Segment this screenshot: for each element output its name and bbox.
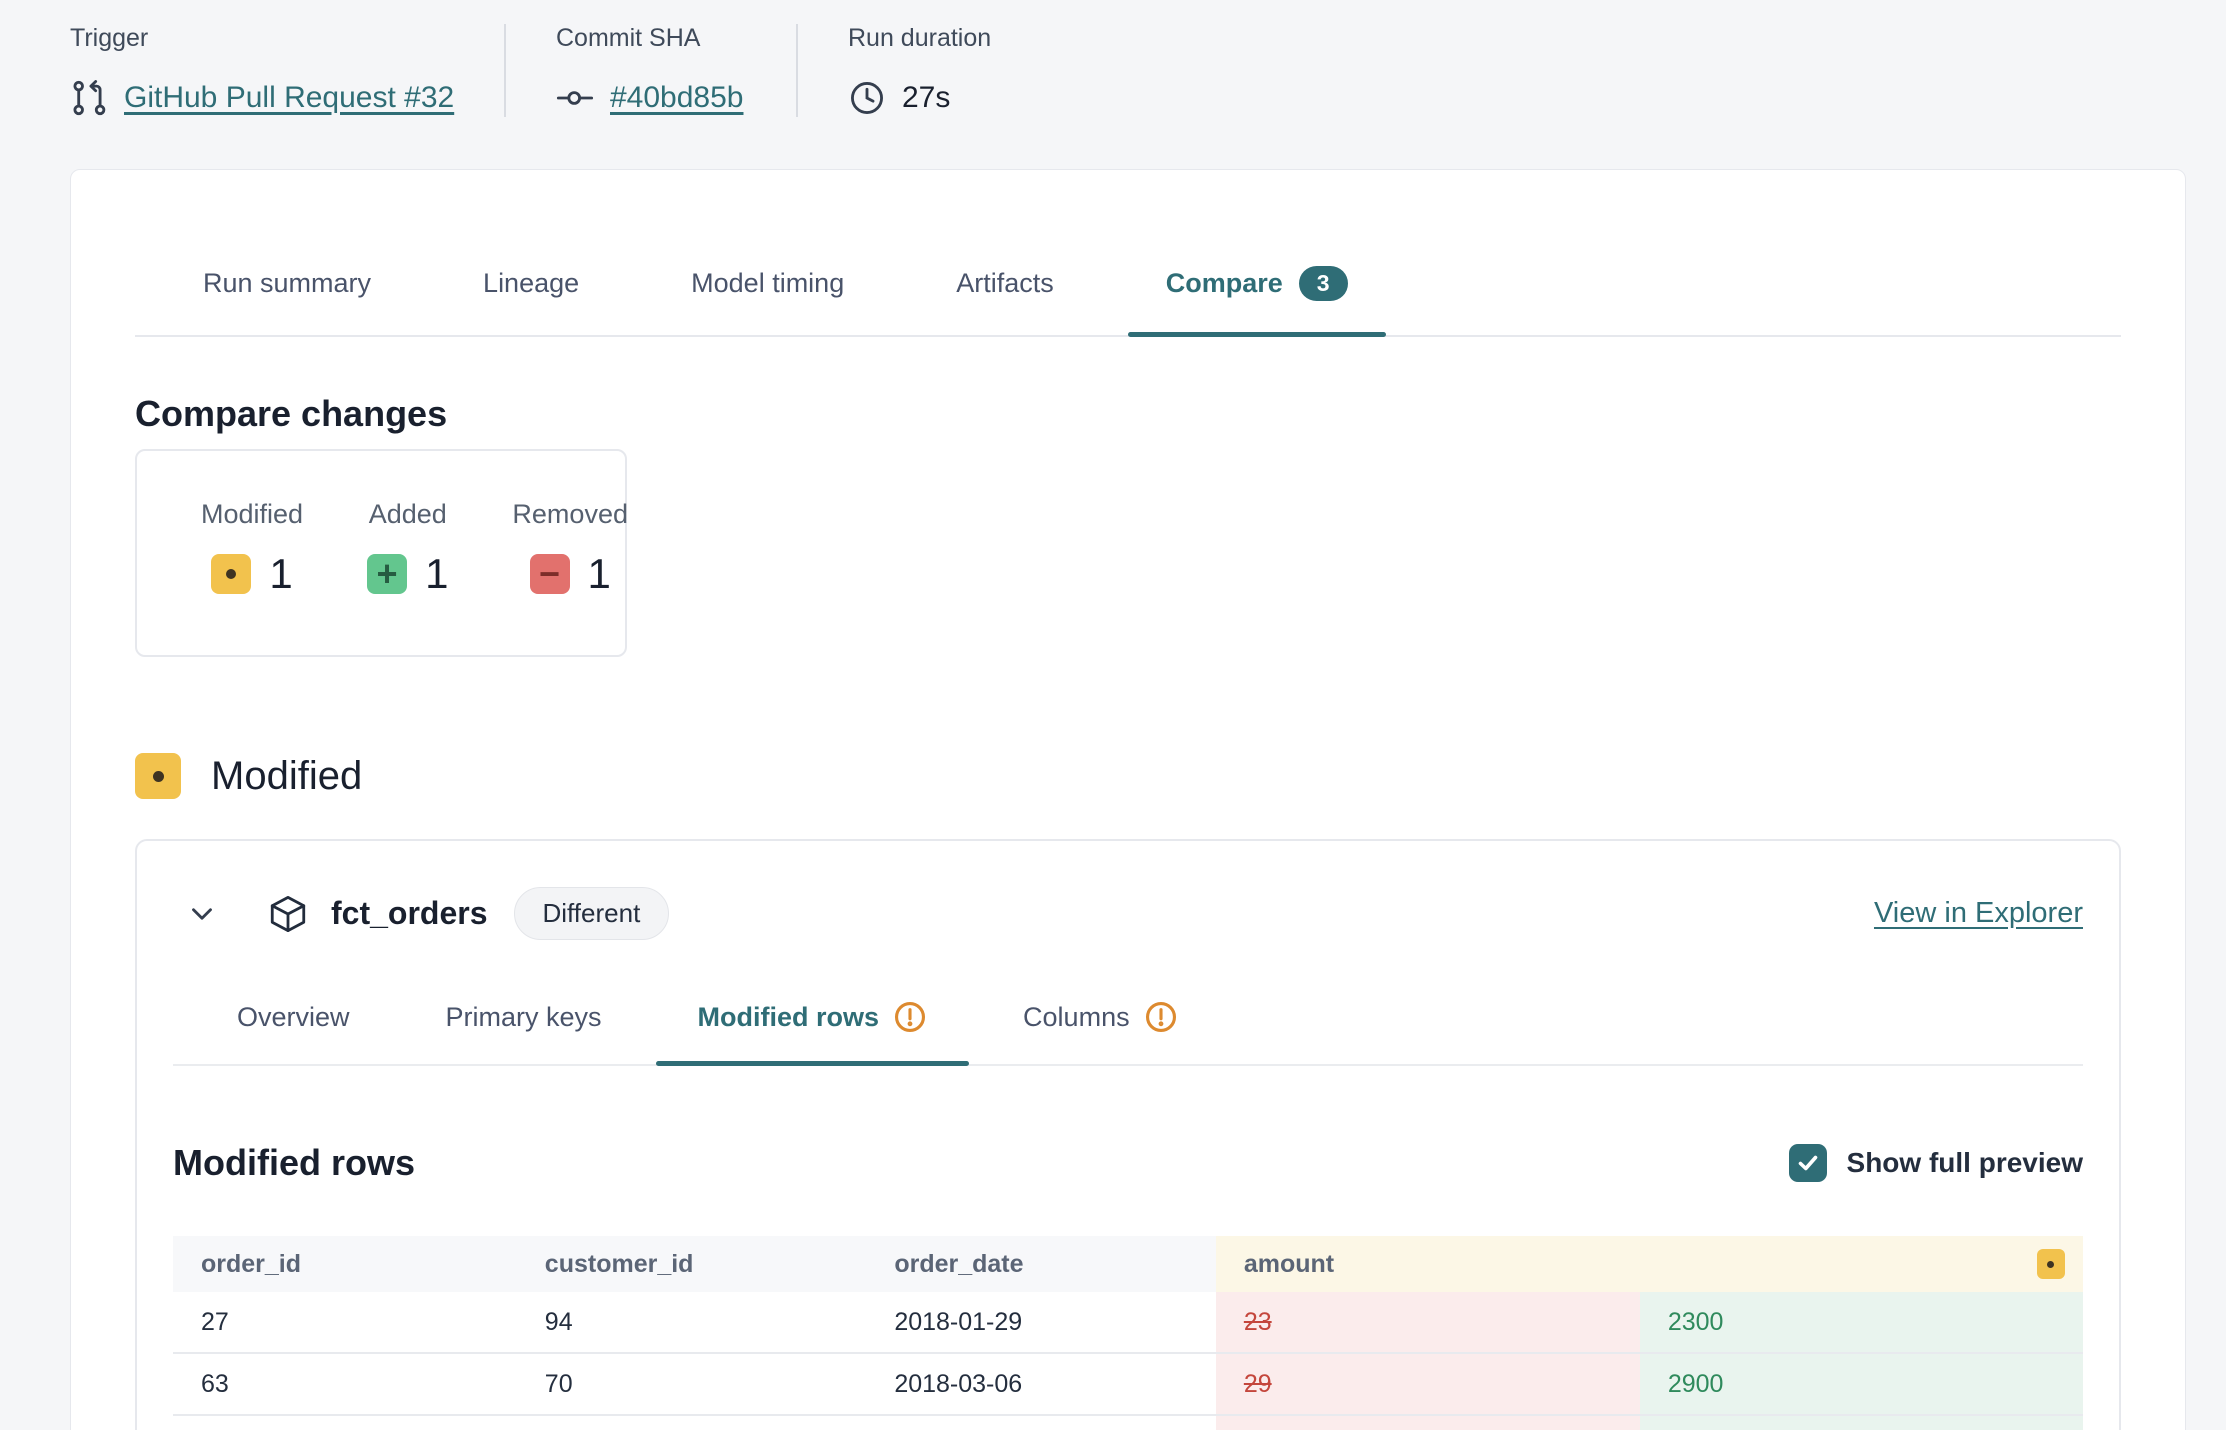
checkbox-checked-icon[interactable]	[1788, 1144, 1827, 1182]
column-header-amount: amount	[1215, 1236, 2083, 1292]
column-header-order-id: order_id	[173, 1236, 517, 1292]
model-cube-icon	[270, 895, 306, 932]
modified-count: 1	[269, 550, 293, 597]
tab-columns[interactable]: Columns	[1023, 1000, 1178, 1064]
duration-value: 27s	[902, 81, 951, 114]
cell-amount-old: 23	[1215, 1292, 1640, 1352]
commit-column: Commit SHA #40bd85b	[506, 24, 798, 117]
duration-column: Run duration 27s	[798, 24, 991, 117]
pull-request-icon	[73, 80, 106, 116]
cell-order-date: 2018-03-06	[894, 1369, 1023, 1398]
tab-modified-rows[interactable]: Modified rows	[655, 1000, 969, 1066]
stat-modified: Modified 1	[201, 499, 304, 597]
commit-label: Commit SHA	[556, 24, 701, 52]
tab-primary-keys[interactable]: Primary keys	[445, 1001, 602, 1032]
table-header-row: order_id customer_id order_date amount	[173, 1236, 2083, 1292]
cell-amount-old: 29	[1215, 1354, 1640, 1414]
status-badge: Different	[513, 887, 670, 940]
commit-link[interactable]: #40bd85b	[610, 81, 744, 114]
tab-lineage[interactable]: Lineage	[483, 268, 580, 298]
chevron-down-icon[interactable]	[185, 897, 219, 931]
warning-icon	[895, 1001, 926, 1033]
duration-label: Run duration	[848, 24, 992, 52]
column-header-order-date: order_date	[866, 1236, 1216, 1292]
modified-rows-title: Modified rows	[173, 1142, 415, 1183]
table-row: 27 94 2018-01-29 23 2300	[173, 1292, 2083, 1354]
modified-rows-header: Modified rows Show full preview	[173, 1142, 2083, 1184]
tab-overview[interactable]: Overview	[237, 1001, 350, 1032]
model-card-header: fct_orders Different View in Explorer	[173, 887, 2083, 940]
stat-removed: Removed − 1	[512, 499, 628, 597]
added-icon: +	[367, 554, 408, 594]
compare-summary-card: Modified 1 Added + 1 Removed − 1	[135, 449, 628, 657]
cell-amount-new: 2300	[1639, 1292, 2083, 1352]
cell-customer-id: 70	[544, 1369, 573, 1398]
modified-icon	[211, 554, 252, 594]
modified-section-header: Modified	[135, 753, 2121, 799]
tab-artifacts[interactable]: Artifacts	[956, 268, 1054, 298]
cell-customer-id: 94	[544, 1307, 573, 1336]
model-name: fct_orders	[331, 895, 488, 931]
tab-model-timing[interactable]: Model timing	[691, 268, 845, 298]
model-tabs: Overview Primary keys Modified rows Colu…	[173, 1000, 2083, 1066]
cell-order-id: 63	[201, 1369, 229, 1398]
modified-section-title: Modified	[211, 753, 363, 798]
modified-section-icon	[135, 753, 181, 799]
run-header: Trigger GitHub Pull Request #32 Commit S…	[0, 0, 2226, 155]
model-card-fct-orders: fct_orders Different View in Explorer Ov…	[135, 839, 2121, 1430]
show-full-preview-toggle[interactable]: Show full preview	[1788, 1144, 2083, 1182]
table-row-partial	[173, 1416, 2083, 1430]
warning-icon	[1145, 1001, 1176, 1033]
view-in-explorer-link[interactable]: View in Explorer	[1873, 897, 2083, 929]
modified-rows-table: order_id customer_id order_date amount 2…	[173, 1236, 2083, 1430]
run-detail-card: Run summary Lineage Model timing Artifac…	[70, 169, 2186, 1430]
commit-icon	[556, 91, 594, 105]
cell-order-date: 2018-01-29	[894, 1307, 1023, 1336]
table-row: 63 70 2018-03-06 29 2900	[173, 1354, 2083, 1416]
trigger-column: Trigger GitHub Pull Request #32	[70, 24, 506, 117]
tab-run-summary[interactable]: Run summary	[203, 268, 372, 298]
clock-icon	[851, 82, 883, 114]
trigger-label: Trigger	[70, 24, 149, 52]
compare-changes-title: Compare changes	[135, 393, 448, 434]
added-count: 1	[425, 550, 449, 597]
column-header-customer-id: customer_id	[516, 1236, 867, 1292]
show-full-preview-label: Show full preview	[1846, 1147, 2083, 1178]
cell-amount-new: 2900	[1639, 1354, 2083, 1414]
trigger-link[interactable]: GitHub Pull Request #32	[124, 81, 455, 114]
cell-order-id: 27	[201, 1307, 229, 1336]
tab-compare[interactable]: Compare 3	[1127, 266, 1386, 337]
compare-count-badge: 3	[1298, 266, 1348, 301]
stat-added: Added + 1	[367, 499, 449, 597]
removed-count: 1	[587, 550, 611, 597]
removed-icon: −	[529, 554, 570, 594]
run-tabs: Run summary Lineage Model timing Artifac…	[135, 266, 2121, 337]
modified-indicator-icon	[2036, 1249, 2065, 1279]
